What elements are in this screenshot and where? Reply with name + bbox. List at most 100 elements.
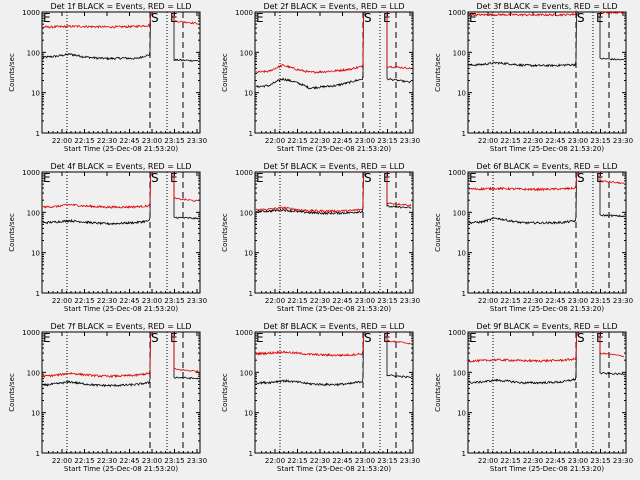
events-post-line [599, 173, 625, 218]
y-tick-label: 100 [240, 49, 253, 57]
y-axis-label: Counts/sec [434, 373, 442, 412]
y-tick-label: 1 [462, 290, 466, 298]
marker-label-start: E [43, 331, 51, 345]
x-tick-label: 23:30 [187, 137, 207, 145]
x-tick-label: 22:45 [332, 137, 352, 145]
events-series-line [42, 172, 151, 226]
x-tick-label: 23:15 [377, 297, 397, 305]
y-tick-label: 1 [36, 130, 40, 138]
events-series-line [255, 172, 364, 216]
x-tick-label: 23:30 [400, 137, 420, 145]
plot-frame [467, 331, 627, 454]
x-tick-label: 23:00 [568, 297, 588, 305]
plot-title: Det 9f BLACK = Events, RED = LLD [476, 322, 617, 331]
x-tick-label: 22:30 [523, 297, 543, 305]
y-tick-label: 1000 [448, 169, 466, 177]
x-tick-label: 22:30 [310, 137, 330, 145]
events-series-line [42, 332, 151, 388]
y-tick-label: 1000 [448, 329, 466, 337]
x-tick-label: 23:30 [400, 297, 420, 305]
x-tick-label: 22:45 [119, 297, 139, 305]
plot-panel-5: Det 5f BLACK = Events, RED = LLD 1 10 100 10… [221, 162, 420, 313]
y-tick-label: 1000 [448, 9, 466, 17]
y-tick-label: 10 [244, 410, 253, 418]
y-tick-label: 100 [453, 209, 466, 217]
marker-label-start: E [256, 171, 264, 185]
x-tick-label: 23:30 [400, 457, 420, 465]
lld-series-line [468, 332, 577, 363]
lld-post-line [386, 333, 412, 345]
lld-post-line [386, 13, 412, 70]
plot-frame [254, 11, 414, 134]
x-axis-label: Start Time (25-Dec-08 21:53:20) [64, 305, 178, 313]
lld-series-line [255, 172, 364, 214]
events-series-line [42, 12, 151, 61]
lld-post-line [173, 173, 199, 202]
x-tick-label: 23:30 [613, 297, 633, 305]
y-tick-label: 10 [457, 90, 466, 98]
x-axis-label: Start Time (25-Dec-08 21:53:20) [490, 305, 604, 313]
x-tick-label: 23:00 [568, 137, 588, 145]
x-axis-label: Start Time (25-Dec-08 21:53:20) [277, 145, 391, 153]
plot-frame [254, 171, 414, 294]
y-tick-label: 100 [240, 369, 253, 377]
plot-title: Det 4f BLACK = Events, RED = LLD [50, 162, 191, 171]
x-tick-label: 22:00 [52, 137, 72, 145]
y-tick-label: 10 [31, 250, 40, 258]
marker-label-start: E [43, 171, 51, 185]
marker-label-start: E [256, 11, 264, 25]
x-tick-label: 22:30 [310, 457, 330, 465]
y-tick-label: 10 [31, 90, 40, 98]
plot-title: Det 5f BLACK = Events, RED = LLD [263, 162, 404, 171]
y-tick-label: 10 [457, 250, 466, 258]
y-tick-label: 1 [36, 450, 40, 458]
x-tick-label: 23:15 [590, 137, 610, 145]
x-tick-label: 23:00 [355, 457, 375, 465]
lld-post-line [173, 13, 199, 25]
x-tick-label: 23:30 [187, 297, 207, 305]
plot-title: Det 1f BLACK = Events, RED = LLD [50, 2, 191, 11]
lld-post-line [599, 173, 625, 185]
y-tick-label: 1 [249, 130, 253, 138]
y-tick-label: 10 [244, 250, 253, 258]
events-series-line [255, 12, 364, 90]
x-tick-label: 22:00 [265, 457, 285, 465]
y-tick-label: 1000 [235, 329, 253, 337]
x-tick-label: 23:30 [613, 457, 633, 465]
lld-series-line [42, 332, 151, 379]
x-tick-label: 23:15 [164, 457, 184, 465]
y-tick-label: 1 [36, 290, 40, 298]
plot-panel-8: Det 8f BLACK = Events, RED = LLD 1 10 100 10… [221, 322, 420, 473]
events-series-line [255, 332, 364, 387]
x-tick-label: 22:45 [545, 297, 565, 305]
marker-label-s: S [364, 171, 372, 185]
marker-label-s: S [364, 331, 372, 345]
lld-post-line [386, 173, 412, 207]
marker-label-s: S [577, 331, 585, 345]
x-tick-label: 23:00 [142, 137, 162, 145]
plot-title: Det 6f BLACK = Events, RED = LLD [476, 162, 617, 171]
events-series-line [468, 12, 577, 68]
y-tick-label: 100 [27, 49, 40, 57]
lld-post-line [599, 333, 625, 358]
marker-label-s: S [151, 331, 159, 345]
plot-frame [41, 11, 201, 134]
x-tick-label: 22:00 [478, 137, 498, 145]
x-tick-label: 23:00 [355, 137, 375, 145]
plot-panel-7: Det 7f BLACK = Events, RED = LLD 1 10 100 10… [8, 322, 207, 473]
y-tick-label: 1 [462, 130, 466, 138]
plot-frame [41, 331, 201, 454]
x-tick-label: 22:15 [287, 137, 307, 145]
marker-label-s: S [577, 171, 585, 185]
x-tick-label: 23:15 [164, 137, 184, 145]
marker-label-start: E [469, 331, 477, 345]
lld-series-line [255, 12, 364, 74]
lld-series-line [255, 332, 364, 357]
x-tick-label: 23:15 [377, 137, 397, 145]
x-tick-label: 22:45 [332, 457, 352, 465]
y-tick-label: 100 [27, 209, 40, 217]
x-tick-label: 23:00 [355, 297, 375, 305]
x-tick-label: 23:00 [142, 457, 162, 465]
x-tick-label: 22:15 [287, 457, 307, 465]
x-axis-label: Start Time (25-Dec-08 21:53:20) [490, 145, 604, 153]
